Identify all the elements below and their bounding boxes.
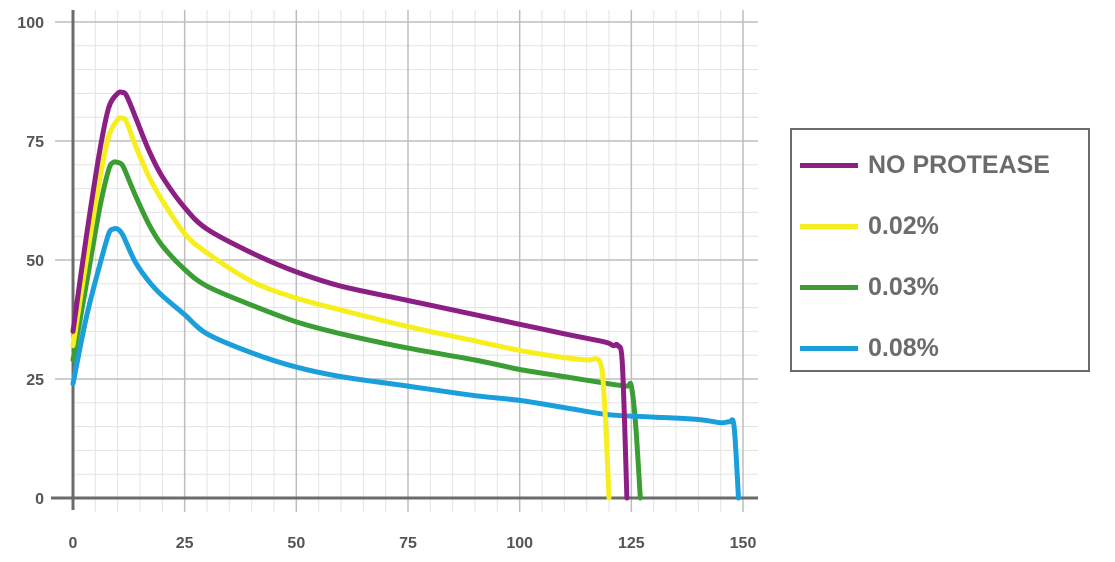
legend-swatch-0-08 [800,345,858,351]
major-gridlines [55,10,758,512]
y-tick-label: 25 [26,372,44,389]
x-tick-label: 25 [176,535,194,552]
y-tick-label: 100 [17,15,44,32]
legend-item-0-03: 0.03% [800,272,939,302]
y-tick-label: 50 [26,253,44,270]
legend-swatch-no-protease [800,162,858,168]
legend-label-0-02: 0.02% [868,211,939,240]
series-line-0-02 [70,115,612,501]
legend-label-0-08: 0.08% [868,333,939,362]
legend-swatch-0-03 [800,284,858,290]
series-line-no-protease [70,89,630,501]
legend-label-no-protease: NO PROTEASE [868,150,1050,179]
x-tick-label: 0 [69,535,78,552]
legend-swatch-0-02 [800,223,858,229]
x-tick-label: 100 [506,535,533,552]
legend-item-0-02: 0.02% [800,211,939,241]
series-line-0-03 [70,159,643,501]
x-tick-label: 125 [618,535,645,552]
x-tick-label: 150 [730,535,757,552]
legend: NO PROTEASE 0.02% 0.03% 0.08% [790,128,1090,372]
series-lines [70,89,741,501]
legend-item-no-protease: NO PROTEASE [800,150,1050,180]
y-tick-label: 0 [35,491,44,508]
x-tick-label: 75 [399,535,417,552]
legend-label-0-03: 0.03% [868,272,939,301]
minor-gridlines [73,10,758,512]
line-chart: 0 25 50 75 100 125 150 0 25 50 75 100 [17,10,758,552]
series-line-0-08 [70,226,741,501]
tick-labels: 0 25 50 75 100 125 150 0 25 50 75 100 [17,15,756,552]
y-tick-label: 75 [26,134,44,151]
legend-item-0-08: 0.08% [800,333,939,363]
x-tick-label: 50 [287,535,305,552]
